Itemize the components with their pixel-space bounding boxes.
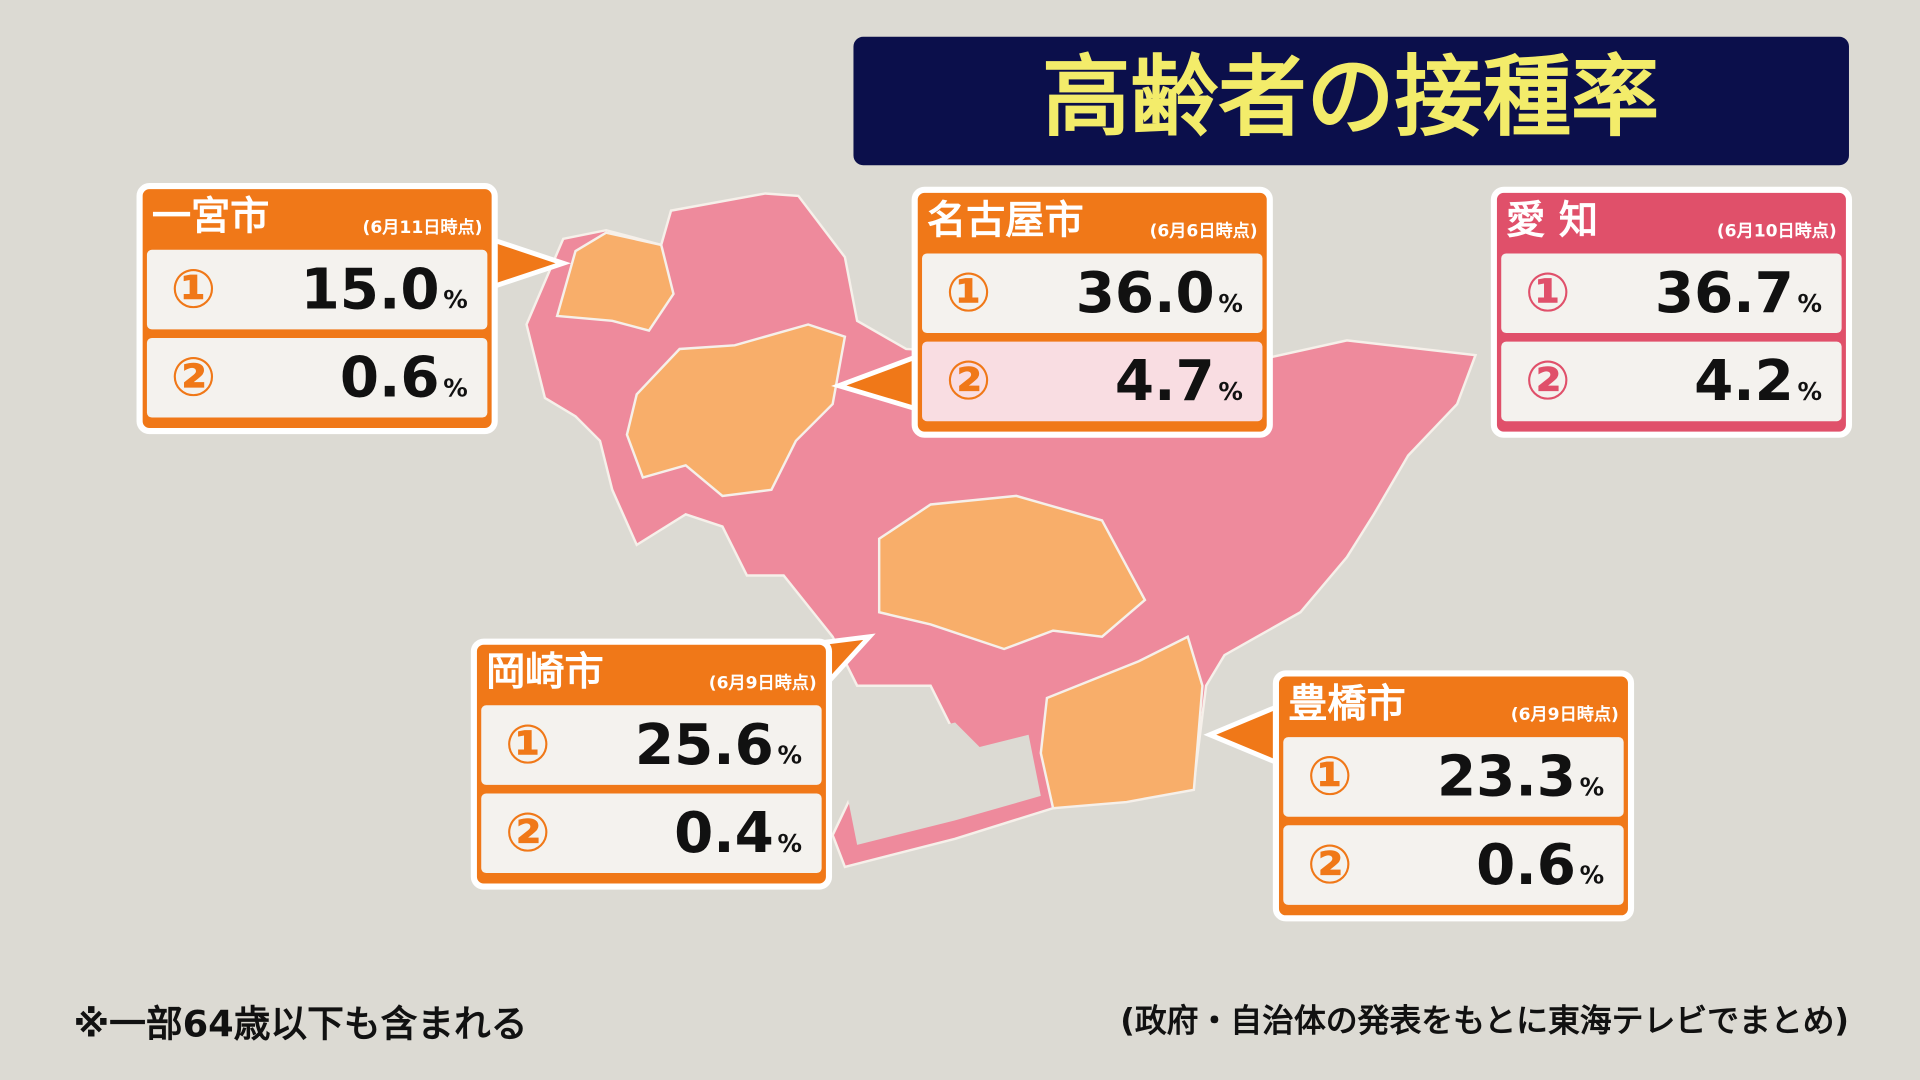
box-name: 愛 知	[1506, 198, 1598, 243]
toyohashi	[1039, 634, 1204, 810]
row	[1501, 341, 1842, 422]
row	[1501, 253, 1842, 334]
title: 高齢者の接種率	[1042, 45, 1659, 148]
row-unit: %	[1218, 289, 1243, 318]
row	[922, 253, 1263, 334]
row-marker: ②	[1307, 833, 1353, 896]
box-name: 岡崎市	[486, 650, 604, 695]
box-date: (6月11日時点)	[363, 217, 483, 238]
box-date: (6月10日時点)	[1717, 220, 1837, 241]
row-value: 4.7	[1115, 349, 1215, 414]
row-marker: ①	[505, 713, 551, 776]
map	[525, 192, 1478, 869]
row-unit: %	[778, 829, 803, 858]
box-date: (6月9日時点)	[1511, 704, 1619, 725]
box-date: (6月9日時点)	[709, 672, 817, 693]
row-value: 4.2	[1694, 349, 1794, 414]
row-unit: %	[1580, 773, 1605, 802]
row-unit: %	[443, 373, 468, 402]
row-marker: ①	[1307, 745, 1353, 808]
row-unit: %	[1218, 377, 1243, 406]
row-marker: ①	[1525, 261, 1571, 324]
source: (政府・自治体の発表をもとに東海テレビでまとめ)	[1120, 1001, 1849, 1039]
row	[146, 337, 488, 418]
box-date: (6月6日時点)	[1150, 220, 1258, 241]
row-unit: %	[1798, 377, 1823, 406]
row-marker: ①	[946, 261, 992, 324]
row-value: 36.0	[1076, 261, 1215, 326]
row-unit: %	[1798, 289, 1823, 318]
row-marker: ②	[171, 345, 217, 408]
row-value: 15.0	[301, 257, 440, 322]
row	[1283, 737, 1624, 817]
row	[146, 249, 488, 330]
title-banner	[853, 36, 1849, 166]
box-name: 名古屋市	[927, 198, 1084, 243]
row-value: 0.6	[1476, 833, 1576, 898]
row	[481, 705, 822, 785]
bay	[844, 722, 1041, 845]
row	[481, 793, 822, 874]
box-name: 一宮市	[152, 195, 270, 240]
row-value: 36.7	[1655, 261, 1794, 326]
footnote: ※一部64歳以下も含まれる	[73, 1003, 527, 1046]
row-unit: %	[443, 285, 468, 314]
row-marker: ②	[946, 349, 992, 412]
nagoya	[625, 323, 847, 498]
ichinomiya	[555, 231, 675, 333]
row-value: 0.4	[674, 801, 774, 866]
boxes: 一宮市 (6月11日時点) ① 15.0 % ② 0.6 % 名古屋市 (6月6日時点) ① 36.0…	[136, 183, 1853, 922]
row-unit: %	[778, 741, 803, 770]
row-marker: ①	[171, 257, 217, 320]
row-unit: %	[1580, 861, 1605, 890]
row	[1283, 825, 1624, 905]
row	[922, 341, 1263, 422]
box-name: 豊橋市	[1288, 682, 1406, 727]
row-value: 0.6	[340, 345, 440, 410]
toyota	[877, 494, 1147, 651]
row-marker: ②	[1525, 349, 1571, 412]
row-value: 23.3	[1437, 745, 1576, 810]
row-value: 25.6	[635, 713, 774, 778]
row-marker: ②	[505, 801, 551, 864]
